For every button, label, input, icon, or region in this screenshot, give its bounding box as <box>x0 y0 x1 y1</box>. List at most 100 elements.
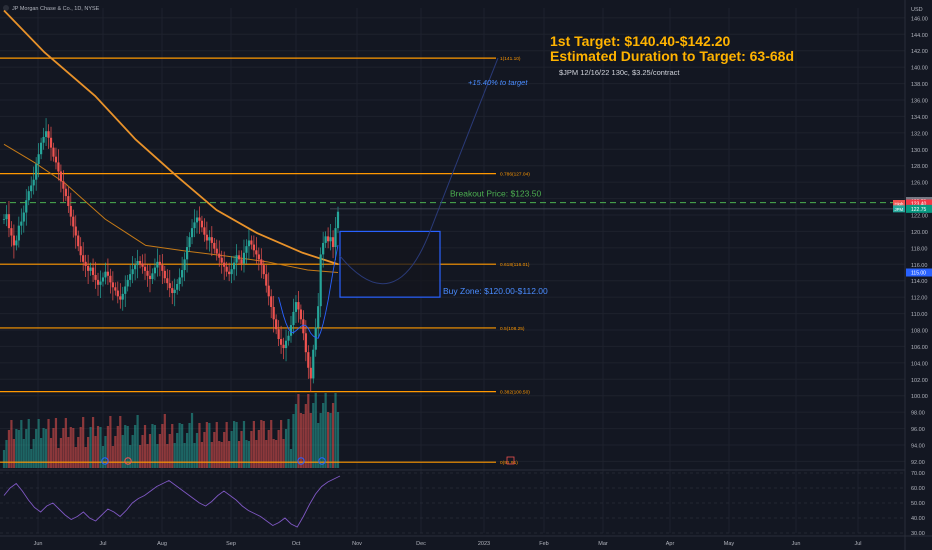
candle-body <box>223 262 226 267</box>
candle-body <box>168 283 171 289</box>
candle-body <box>252 244 255 251</box>
price-tag <box>906 199 932 208</box>
volume-bar <box>252 421 255 468</box>
candle-body <box>314 327 317 350</box>
volume-bar <box>121 435 124 468</box>
volume-bar <box>322 403 325 468</box>
candle-body <box>136 261 139 266</box>
candle-body <box>35 164 38 180</box>
duration-title: Estimated Duration to Target: 63-68d <box>550 48 794 64</box>
candle-body <box>77 235 80 247</box>
y-tick-label: 130.00 <box>911 148 928 154</box>
volume-bar <box>168 434 171 468</box>
volume-bar <box>2 450 6 468</box>
volume-bar <box>49 438 53 468</box>
volume-bar <box>161 424 164 468</box>
x-tick-label: Feb <box>539 541 548 547</box>
y-tick-label: 134.00 <box>911 115 928 121</box>
x-tick-label: Nov <box>352 541 362 547</box>
candle-body <box>49 137 53 148</box>
candle-body <box>317 306 320 328</box>
candle-body <box>30 185 33 192</box>
candle-body <box>262 265 265 275</box>
volume-bar <box>213 432 216 468</box>
volume-bar <box>188 423 191 468</box>
y-tick-label: 120.00 <box>911 230 928 236</box>
fib-label: 0.618(116.01) <box>500 262 530 268</box>
y-tick-label: 92.00 <box>911 460 925 466</box>
volume-bar <box>30 449 33 468</box>
volume-bar <box>247 441 251 468</box>
buy-zone-label: Buy Zone: $120.00-$112.00 <box>443 286 548 296</box>
currency-label: USD <box>911 7 923 13</box>
volume-bar <box>282 439 285 468</box>
volume-bar <box>302 414 305 468</box>
grid-lines <box>0 8 905 533</box>
volume-bar <box>183 443 186 468</box>
volume-bar <box>173 443 176 468</box>
candle-body <box>109 275 112 283</box>
rsi-line <box>3 475 341 528</box>
volume-bar <box>237 441 241 468</box>
volume-bar <box>292 414 295 468</box>
candle-body <box>131 269 134 275</box>
volume-bar <box>331 403 335 468</box>
candle-body <box>44 131 48 137</box>
candle-body <box>2 219 6 220</box>
candle-body <box>99 281 102 285</box>
candle-body <box>297 302 300 310</box>
volume-bar <box>148 434 152 468</box>
volume-bar <box>255 440 258 468</box>
volume-bar <box>198 423 201 468</box>
candle-body <box>218 253 221 258</box>
candle-body <box>324 236 327 243</box>
candle-body <box>12 235 15 246</box>
candle-body <box>255 250 258 255</box>
volume-bar <box>141 435 144 468</box>
volume-bar <box>27 419 30 468</box>
candle-body <box>171 288 174 294</box>
x-tick-label: Jul <box>99 541 106 547</box>
volume-bar <box>114 436 117 468</box>
volume-bar <box>12 439 15 468</box>
volume-bar <box>228 441 231 468</box>
candle-body <box>188 237 191 248</box>
fib-levels: 1(141.10) 0.786(127.04) 0.618(116.01) 0.5(1… <box>0 56 530 466</box>
target-title: 1st Target: $140.40-$142.20 <box>550 33 731 49</box>
fib-label: 1(141.10) <box>500 56 521 62</box>
candle-body <box>312 349 315 379</box>
candle-body <box>205 234 208 241</box>
breakout-label: Breakout Price: $123.50 <box>450 189 541 199</box>
volume-bar <box>136 415 139 468</box>
volume-bar <box>297 394 300 468</box>
x-tick-label: May <box>724 541 735 547</box>
volume-bar <box>89 427 92 468</box>
rsi-tick-label: 70.00 <box>911 471 925 477</box>
volume-bar <box>193 443 196 468</box>
candle-body <box>210 237 213 243</box>
candle-body <box>94 274 97 280</box>
volume-bar <box>166 444 169 468</box>
candle-body <box>82 255 85 262</box>
volume-bar <box>69 427 72 468</box>
volume-bar <box>77 437 80 468</box>
volume-bar <box>275 440 278 468</box>
x-tick-label: Aug <box>157 541 167 547</box>
x-tick-label: Sep <box>226 541 236 547</box>
candle-body <box>178 277 181 284</box>
volume-bar <box>171 424 174 468</box>
volume-bar <box>240 431 243 468</box>
y-tick-label: 96.00 <box>911 427 925 433</box>
x-tick-label: Apr <box>666 541 675 547</box>
y-tick-label: 104.00 <box>911 361 928 367</box>
candle-body <box>279 339 283 345</box>
x-tick-label: Jun <box>792 541 801 547</box>
percent-to-target-label: +15.40% to target <box>468 78 528 87</box>
candle-body <box>163 270 166 279</box>
candle-body <box>54 156 58 163</box>
earnings-marker-icon <box>506 456 515 465</box>
volume-bar <box>79 427 82 468</box>
y-tick-label: 114.00 <box>911 279 927 285</box>
y-tick-label: 106.00 <box>911 345 928 351</box>
